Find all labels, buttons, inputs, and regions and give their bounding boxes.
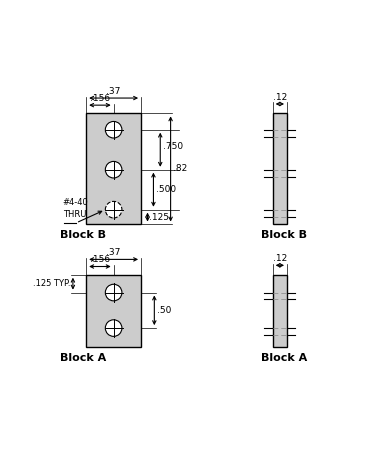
Text: Block B: Block B [60, 230, 105, 240]
Text: .750: .750 [163, 142, 183, 151]
Text: Block B: Block B [261, 230, 307, 240]
Text: .125: .125 [149, 213, 169, 221]
Text: Block A: Block A [60, 353, 106, 363]
Circle shape [105, 161, 122, 178]
Bar [86, 275, 141, 347]
Text: Block A: Block A [261, 353, 307, 363]
Text: .12: .12 [273, 254, 287, 263]
Text: .37: .37 [107, 86, 121, 96]
Circle shape [105, 320, 122, 336]
Text: .500: .500 [156, 185, 176, 194]
Text: .50: .50 [157, 306, 172, 315]
Circle shape [105, 201, 122, 218]
Bar [273, 275, 287, 347]
Circle shape [105, 121, 122, 138]
Text: .82: .82 [173, 165, 188, 173]
Text: .125 TYP.: .125 TYP. [33, 279, 71, 288]
Text: .156: .156 [90, 94, 110, 103]
Text: .37: .37 [107, 248, 121, 257]
Text: .12: .12 [273, 93, 287, 102]
Circle shape [105, 284, 122, 301]
Text: #4-40
THRU: #4-40 THRU [63, 199, 88, 219]
Bar [273, 113, 287, 225]
Text: .156: .156 [90, 255, 110, 265]
Bar [86, 113, 141, 225]
